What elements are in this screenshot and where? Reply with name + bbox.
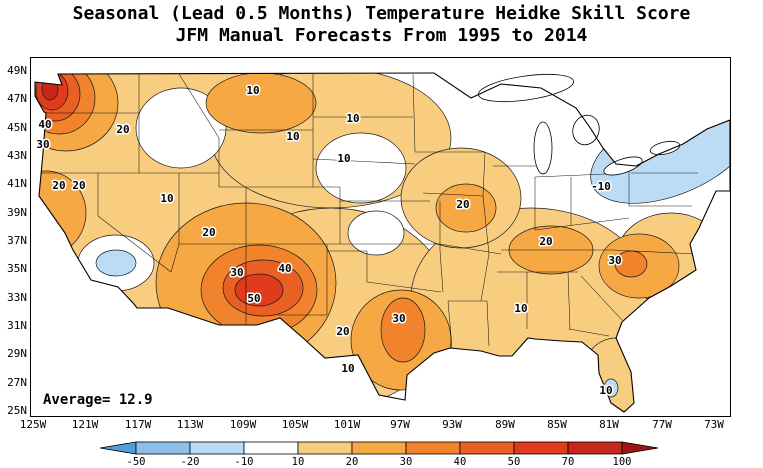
contour-label: 20 — [52, 179, 65, 192]
contour-label: 10 — [246, 84, 259, 97]
colorbar-segment — [243, 441, 299, 455]
contour-label: 20 — [456, 198, 469, 211]
colorbar-tick-label: -20 — [181, 456, 200, 467]
contour-label: 40 — [278, 262, 291, 275]
contour-label: -10 — [591, 180, 611, 193]
colorbar-segment — [459, 441, 515, 455]
state-borders — [41, 73, 698, 349]
chart-title-line1: Seasonal (Lead 0.5 Months) Temperature H… — [72, 3, 691, 24]
lon-tick-label: 113W — [176, 418, 204, 431]
contour-band-70 — [41, 77, 59, 101]
colorbar-tick-label: 100 — [613, 456, 632, 467]
colorbar-segment — [405, 441, 461, 455]
lat-tick-label: 47N — [7, 92, 27, 105]
contour-label: 50 — [247, 292, 260, 305]
us-outline — [34, 72, 730, 413]
colorbar-arrow-left — [100, 441, 137, 455]
lon-tick-label: 117W — [124, 418, 152, 431]
contour-label: 10 — [341, 362, 354, 375]
lat-tick-label: 29N — [7, 347, 27, 360]
average-label: Average= 12.9 — [43, 392, 153, 408]
contour-label: 30 — [230, 266, 243, 279]
lon-tick-label: 81W — [599, 418, 619, 431]
contour-label: 30 — [36, 138, 49, 151]
colorbar-segment — [351, 441, 407, 455]
lat-tick-label: 39N — [7, 206, 27, 219]
contour-label: 10 — [160, 192, 173, 205]
contour-label: 20 — [72, 179, 85, 192]
contour-labels: 40 30 20 10 10 20 20 10 10 20 30 40 50 2… — [35, 83, 623, 399]
lon-tick-label: 77W — [652, 418, 672, 431]
lon-tick-label: 105W — [281, 418, 309, 431]
colorbar-arrow-right — [621, 441, 659, 455]
chart-title-line2: JFM Manual Forecasts From 1995 to 2014 — [175, 25, 588, 46]
colorbar-tick-label: 10 — [292, 456, 305, 467]
lon-tick-label: 73W — [704, 418, 724, 431]
colorbar-segment — [567, 441, 623, 455]
colorbar-tick-label: 40 — [454, 456, 467, 467]
lon-tick-label: 121W — [71, 418, 99, 431]
lon-tick-label: 109W — [229, 418, 257, 431]
lat-tick-label: 31N — [7, 319, 27, 332]
contour-label: 10 — [346, 112, 359, 125]
lat-tick-label: 27N — [7, 376, 27, 389]
lon-tick-label: 125W — [19, 418, 47, 431]
lat-tick-label: 41N — [7, 177, 27, 190]
lon-tick-label: 97W — [390, 418, 410, 431]
lat-tick-label: 43N — [7, 149, 27, 162]
contour-label: 20 — [116, 123, 129, 136]
colorbar-segment — [135, 441, 191, 455]
lat-tick-label: 35N — [7, 262, 27, 275]
contour-label: 30 — [392, 312, 405, 325]
colorbar: -50 -20 -10 10 20 30 40 50 70 100 — [100, 441, 663, 467]
colorbar-segment — [513, 441, 569, 455]
lon-tick-label: 85W — [547, 418, 567, 431]
colorbar-segment — [297, 441, 353, 455]
lon-tick-label: 89W — [495, 418, 515, 431]
lat-tick-label: 45N — [7, 121, 27, 134]
contour-label: 10 — [599, 384, 612, 397]
contour-label: 10 — [514, 302, 527, 315]
great-lakes — [478, 73, 681, 176]
map-svg: 40 30 20 10 10 20 20 10 10 20 30 40 50 2… — [34, 72, 730, 413]
contour-label: 20 — [336, 325, 349, 338]
contour-label: 10 — [337, 152, 350, 165]
map-plot-frame: 40 30 20 10 10 20 20 10 10 20 30 40 50 2… — [30, 57, 731, 417]
colorbar-segment — [189, 441, 245, 455]
colorbar-tick-label: 50 — [508, 456, 521, 467]
lat-tick-label: 25N — [7, 404, 27, 417]
lon-tick-label: 93W — [442, 418, 462, 431]
colorbar-tick-label: -10 — [235, 456, 254, 467]
colorbar-tick-label: 30 — [400, 456, 413, 467]
contour-label: 20 — [539, 235, 552, 248]
contour-label: 10 — [286, 130, 299, 143]
colorbar-tick-label: -50 — [127, 456, 146, 467]
contour-label: 30 — [608, 254, 621, 267]
lat-tick-label: 33N — [7, 291, 27, 304]
colorbar-tick-label: 70 — [562, 456, 575, 467]
lon-tick-label: 101W — [333, 418, 361, 431]
colorbar-tick-label: 20 — [346, 456, 359, 467]
lat-tick-label: 37N — [7, 234, 27, 247]
contour-label: 20 — [202, 226, 215, 239]
lat-tick-label: 49N — [7, 64, 27, 77]
colorbar-svg: -50 -20 -10 10 20 30 40 50 70 100 — [100, 441, 659, 467]
contour-label: 40 — [38, 118, 51, 131]
